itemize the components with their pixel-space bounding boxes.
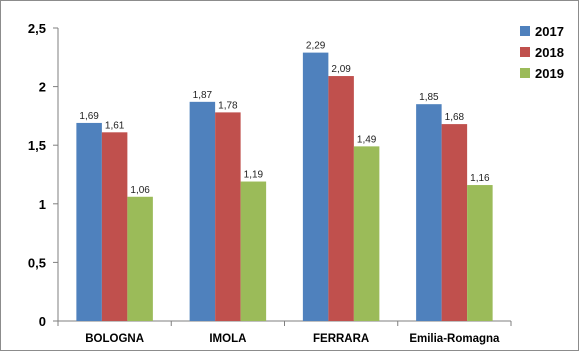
data-label: 1,87 — [193, 90, 213, 101]
bar-2019-bologna — [127, 196, 153, 321]
data-label: 2,29 — [306, 41, 326, 52]
legend-label: 2019 — [535, 66, 564, 81]
bar-2018-bologna — [101, 132, 128, 321]
bar-2017-ferrara — [302, 52, 329, 321]
y-tick-label: 2 — [39, 80, 46, 95]
legend-swatch-2017 — [520, 26, 530, 36]
y-tick-label: 1 — [39, 197, 46, 212]
bar-2018-ferrara — [328, 76, 354, 321]
data-label: 1,78 — [218, 100, 238, 111]
y-tick-label: 2,5 — [28, 21, 46, 36]
y-tick-label: 0 — [39, 314, 46, 329]
data-label: 1,68 — [445, 112, 465, 123]
data-label: 1,06 — [130, 185, 150, 196]
bar-2019-emilia-romagna — [467, 185, 493, 321]
data-label: 1,69 — [79, 111, 99, 122]
data-label: 1,49 — [357, 134, 377, 145]
bar-2019-ferrara — [353, 146, 380, 321]
legend-swatch-2018 — [520, 47, 530, 57]
bar-2017-imola — [189, 101, 216, 321]
bar-2018-emilia-romagna — [441, 124, 468, 321]
bar-2017-bologna — [76, 122, 102, 321]
bar-2017-emilia-romagna — [416, 104, 442, 322]
legend-label: 2018 — [535, 45, 564, 60]
data-label: 1,61 — [105, 120, 125, 131]
bar-2019-imola — [240, 181, 267, 321]
y-tick-label: 0,5 — [28, 255, 46, 270]
data-label: 1,19 — [244, 170, 264, 181]
x-tick-label: FERRARA — [313, 333, 369, 345]
data-label: 1,16 — [470, 173, 490, 184]
legend-label: 2017 — [535, 24, 564, 39]
data-label: 1,85 — [419, 92, 439, 103]
x-tick-label: IMOLA — [209, 333, 246, 345]
data-label: 2,09 — [331, 64, 351, 75]
y-tick-label: 1,5 — [28, 138, 46, 153]
bar-chart: 0 0,5 1 1,5 2 2,5 1,69 1,61 1,06 BOLOGNA 1,87 1,78 1… — [28, 21, 564, 345]
legend-swatch-2019 — [520, 68, 530, 78]
x-tick-label: Emilia-Romagna — [409, 333, 500, 345]
bar-2018-imola — [215, 112, 241, 321]
x-tick-label: BOLOGNA — [85, 333, 144, 345]
